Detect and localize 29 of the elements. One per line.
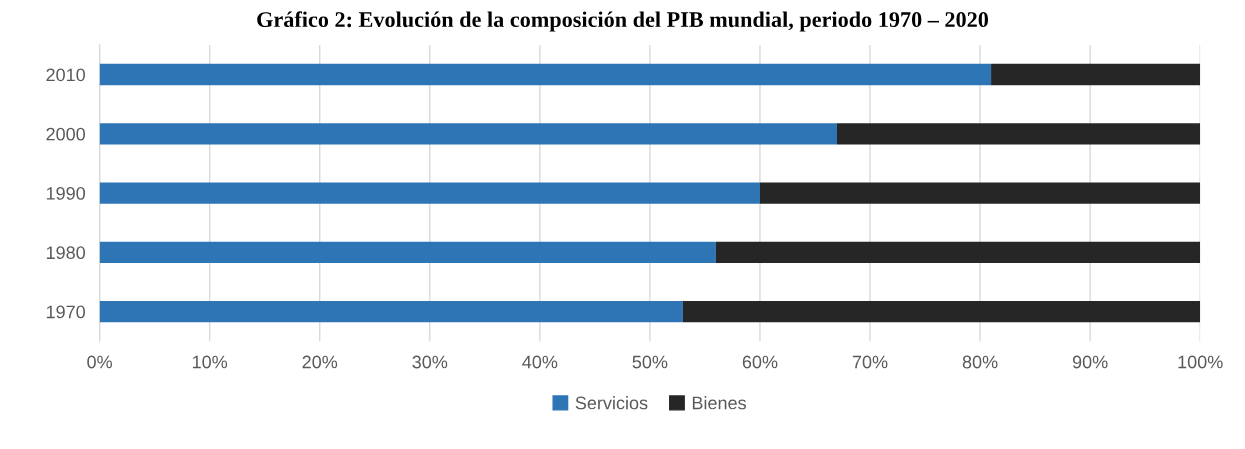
bar: [991, 63, 1201, 86]
bar: [99, 300, 683, 323]
bar: [682, 300, 1201, 323]
x-tick-label: 90%: [1072, 355, 1108, 369]
bar: [99, 63, 992, 86]
bar: [99, 182, 760, 204]
x-tick-label: 60%: [742, 355, 778, 369]
x-tick-label: 80%: [962, 355, 998, 369]
chart-title: Gráfico 2: Evolución de la composición del PIB mundial, periodo 1970 – 2020: [257, 11, 989, 32]
y-tick-label: 2000: [46, 127, 86, 141]
bar: [836, 123, 1201, 145]
y-tick-label: 1990: [46, 187, 86, 200]
legend-label: Servicios: [575, 396, 648, 410]
x-tick-label: 70%: [852, 355, 888, 369]
bar: [715, 241, 1201, 264]
x-tick-label: 10%: [192, 355, 228, 369]
bar: [99, 241, 716, 264]
y-tick-label: 2010: [46, 68, 86, 82]
bar: [99, 123, 837, 145]
x-tick-label: 30%: [412, 355, 448, 369]
x-tick-label: 20%: [302, 355, 338, 369]
x-tick-label: 0%: [87, 355, 113, 369]
bar: [759, 182, 1201, 204]
y-tick-label: 1980: [46, 246, 86, 260]
x-tick-label: 100%: [1178, 355, 1223, 369]
x-tick-label: 40%: [522, 355, 558, 369]
legend-label: Bienes: [692, 396, 746, 410]
x-tick-label: 50%: [632, 355, 668, 369]
y-tick-label: 1970: [46, 305, 86, 319]
